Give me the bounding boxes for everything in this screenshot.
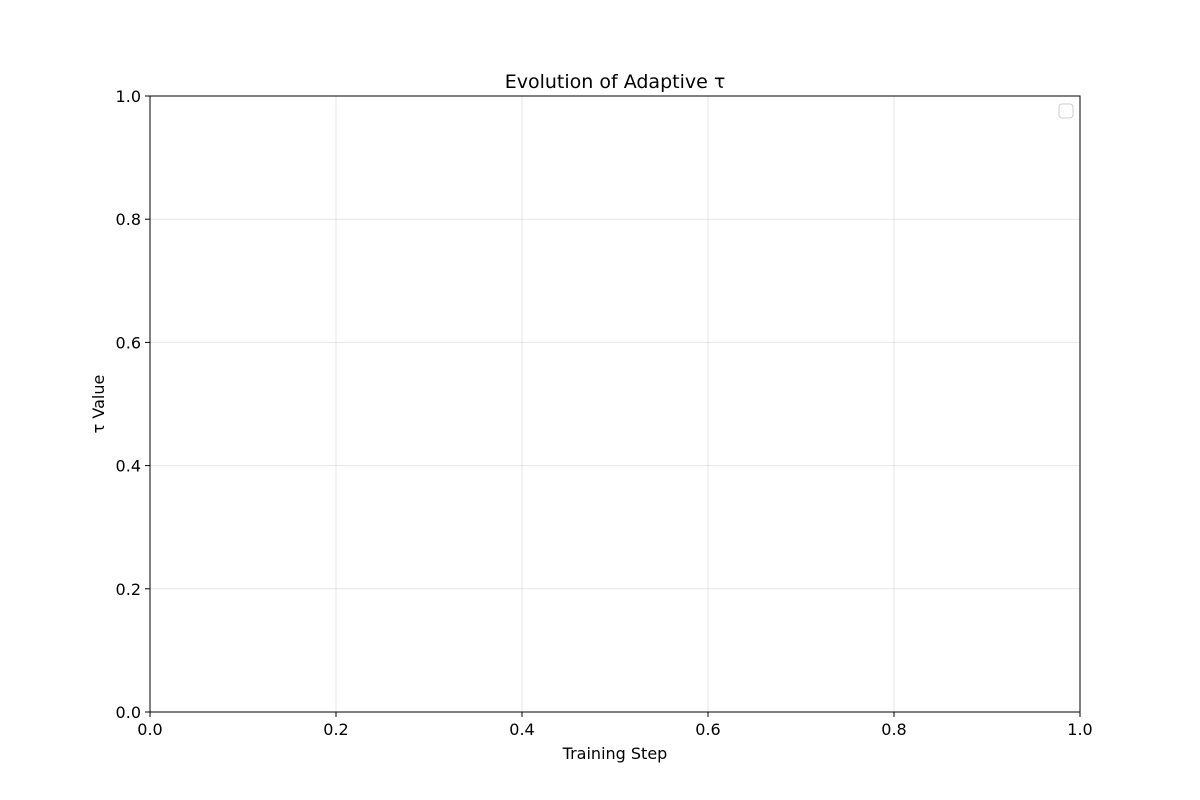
legend [1058,103,1074,119]
y-tick-label: 1.0 [116,87,141,106]
x-tick-label: 0.4 [509,720,534,739]
y-tick-label: 0.4 [116,457,141,476]
y-axis: 0.0 0.2 0.4 0.6 0.8 1.0 [116,87,150,722]
axes-frame [149,95,1081,713]
y-tick-label: 0.0 [116,703,141,722]
x-tick-label: 0.2 [323,720,348,739]
grid [149,95,1081,713]
chart-title: Evolution of Adaptive τ [505,71,726,93]
x-tick-label: 0.6 [695,720,720,739]
y-tick-label: 0.2 [116,580,141,599]
y-tick-label: 0.8 [116,210,141,229]
y-tick-label: 0.6 [116,333,141,352]
x-tick-label: 0.8 [881,720,906,739]
x-tick-label: 0.0 [137,720,162,739]
x-axis-label: Training Step [562,744,668,763]
y-axis-label: τ Value [89,375,108,434]
x-tick-label: 1.0 [1067,720,1092,739]
x-axis: 0.0 0.2 0.4 0.6 0.8 1.0 [137,712,1093,739]
